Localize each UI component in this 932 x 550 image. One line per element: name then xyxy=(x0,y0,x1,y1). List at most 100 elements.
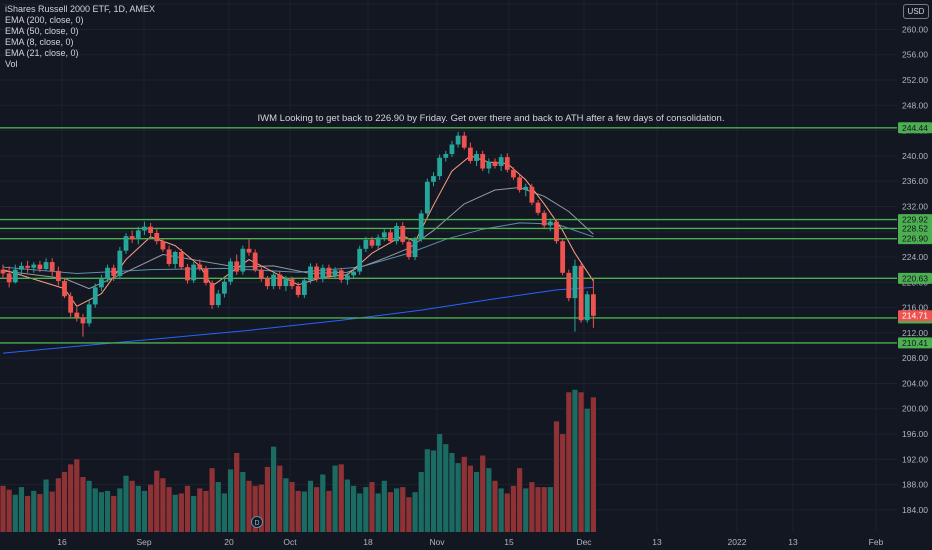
candle-body xyxy=(554,221,559,242)
candle-body xyxy=(135,230,141,240)
currency-button[interactable]: USD xyxy=(903,4,929,19)
volume-bar xyxy=(560,434,566,532)
level-price-tag xyxy=(898,222,932,234)
volume-bar xyxy=(98,492,104,532)
price-tick-label: 204.00 xyxy=(902,378,928,388)
study-ema8[interactable]: EMA (8, close, 0) xyxy=(5,37,74,47)
price-tick-label: 256.00 xyxy=(902,50,928,60)
level-price-label: 220.63 xyxy=(902,273,928,283)
volume-bar xyxy=(43,479,49,532)
price-tick-label: 236.00 xyxy=(902,176,928,186)
volume-bar xyxy=(221,493,227,532)
price-tick-label: 216.00 xyxy=(902,303,928,313)
volume-bar xyxy=(523,488,529,532)
level-price-tag xyxy=(898,337,932,349)
volume-bar xyxy=(209,468,215,532)
level-price-label: 244.44 xyxy=(902,123,928,133)
volume-bar xyxy=(178,493,184,532)
time-tick-label: 20 xyxy=(224,537,234,547)
candle-body xyxy=(529,186,535,203)
volume-bar xyxy=(80,477,86,532)
volume-bar xyxy=(394,488,400,532)
candle-body xyxy=(412,239,418,258)
candle-body xyxy=(560,241,566,273)
price-tick-label: 224.00 xyxy=(902,252,928,262)
price-tick-label: 200.00 xyxy=(902,404,928,414)
volume-bar xyxy=(117,488,123,532)
symbol-title[interactable]: iShares Russell 2000 ETF, 1D, AMEX xyxy=(5,4,156,14)
chart-legend[interactable]: iShares Russell 2000 ETF, 1D, AMEX EMA (… xyxy=(5,4,155,70)
candle-body xyxy=(252,252,258,270)
volume-bar xyxy=(307,480,314,532)
volume-bar xyxy=(498,488,504,532)
volume-bar xyxy=(553,421,560,532)
price-tick-label: 208.00 xyxy=(902,353,928,363)
candle-body xyxy=(6,273,12,283)
candle-body xyxy=(345,275,350,280)
candle-body xyxy=(351,271,356,276)
volume-bar xyxy=(455,463,461,532)
candle-body xyxy=(461,135,467,148)
study-ema50[interactable]: EMA (50, close, 0) xyxy=(5,26,79,36)
volume-bar xyxy=(166,487,172,532)
candle-body xyxy=(203,268,209,283)
candle-body xyxy=(154,232,160,242)
volume-bar xyxy=(363,487,369,532)
volume-bar xyxy=(240,471,246,532)
volume-bar xyxy=(412,492,418,532)
volume-bar xyxy=(504,493,510,532)
ema50-line xyxy=(2,222,594,274)
volume-bar xyxy=(123,475,129,532)
price-tick-label: 212.00 xyxy=(902,328,928,338)
price-tick-label: 232.00 xyxy=(902,201,928,211)
candle-body xyxy=(74,312,80,318)
candle-body xyxy=(117,250,123,276)
volume-bar xyxy=(37,494,43,532)
volume-bar xyxy=(461,456,467,532)
volume-bar xyxy=(387,492,394,532)
volume-bar xyxy=(320,474,326,532)
level-price-label: 229.92 xyxy=(902,215,928,225)
level-price-tag xyxy=(898,122,932,134)
volume-bar xyxy=(473,471,480,532)
candle-body xyxy=(418,213,424,240)
candle-body xyxy=(320,267,326,280)
candle-body xyxy=(0,269,6,274)
volume-bar xyxy=(418,471,424,532)
volume-bar xyxy=(486,468,492,532)
volume-bar xyxy=(510,485,517,532)
volume-bar xyxy=(289,482,295,532)
time-tick-label: 2022 xyxy=(728,537,747,547)
time-tick-label: Sep xyxy=(136,537,151,547)
price-tick-label: 184.00 xyxy=(902,505,928,515)
candle-body xyxy=(431,176,436,182)
price-tick-label: 196.00 xyxy=(902,429,928,439)
volume-bar xyxy=(467,465,473,532)
volume-bar xyxy=(332,465,338,532)
dividend-marker-icon[interactable] xyxy=(251,516,263,528)
volume-bar xyxy=(86,480,92,532)
study-volume[interactable]: Vol xyxy=(5,59,18,69)
candle-body xyxy=(326,267,332,276)
candle-body xyxy=(19,265,24,270)
volume-bar xyxy=(227,469,234,532)
candle-body xyxy=(148,226,153,233)
volume-bar xyxy=(55,478,61,532)
candle-body xyxy=(55,270,61,282)
candle-body xyxy=(523,186,529,191)
volume-bar xyxy=(92,488,98,532)
candle-body xyxy=(191,264,197,281)
candle-body xyxy=(566,272,572,299)
time-tick-label: 13 xyxy=(652,537,662,547)
volume-bar xyxy=(74,459,80,532)
study-ema200[interactable]: EMA (200, close, 0) xyxy=(5,15,84,25)
candle-body xyxy=(486,161,492,169)
level-price-label: 210.41 xyxy=(902,338,928,348)
study-ema21[interactable]: EMA (21, close, 0) xyxy=(5,48,79,58)
volume-bar xyxy=(350,485,357,532)
volume-bar xyxy=(49,491,55,532)
candle-body xyxy=(394,226,399,242)
volume-bar xyxy=(381,480,387,532)
volume-bar xyxy=(369,482,375,532)
